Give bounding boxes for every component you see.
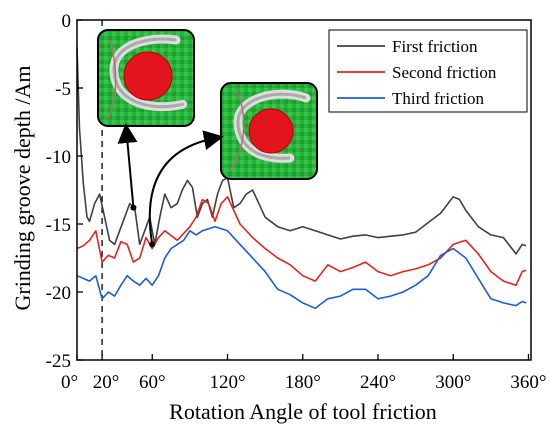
y-tick-label: -15	[46, 215, 71, 236]
x-tick-label: 60°	[139, 372, 166, 393]
inset-image-2	[220, 82, 318, 180]
y-tick-label: -10	[46, 147, 71, 168]
plot-frame	[76, 19, 532, 361]
legend-label: Third friction	[392, 89, 485, 108]
inset-pointer-dot-2	[149, 241, 156, 248]
legend: First friction Second friction Third frict…	[328, 29, 528, 113]
x-tick-label: 300°	[435, 372, 471, 393]
inset-image-1	[97, 29, 195, 127]
y-tick-label: -20	[46, 283, 71, 304]
x-tick-label: 20°	[93, 372, 120, 393]
axes	[76, 19, 532, 361]
y-tick-label: -5	[55, 79, 71, 100]
inset-pointer-dot-1	[130, 204, 137, 211]
inset-pointer-arrow-2	[148, 130, 224, 245]
x-tick-label: 0°	[61, 372, 78, 393]
insets	[97, 29, 318, 248]
series-line-3	[76, 225, 527, 310]
x-tick-label: 180°	[285, 372, 321, 393]
series-line-1	[76, 47, 527, 255]
x-tick-label: 240°	[360, 372, 396, 393]
inset-pointer-arrow-1	[117, 123, 138, 208]
x-axis-title: Rotation Angle of tool friction	[169, 399, 437, 424]
legend-label: Second friction	[392, 63, 497, 82]
y-tick-label: -25	[46, 351, 71, 372]
legend-label: First friction	[392, 37, 478, 56]
series-line-2	[76, 196, 527, 286]
tick-labels: 0° 20° 60° 120° 180° 240° 300° 360° 0 -5 -10 -15 -20…	[46, 11, 547, 393]
x-tick-label: 360°	[510, 372, 546, 393]
y-tick-label: 0	[62, 11, 72, 32]
x-tick-label: 120°	[209, 372, 245, 393]
y-axis-title: Grinding groove depth /Am	[10, 65, 35, 310]
